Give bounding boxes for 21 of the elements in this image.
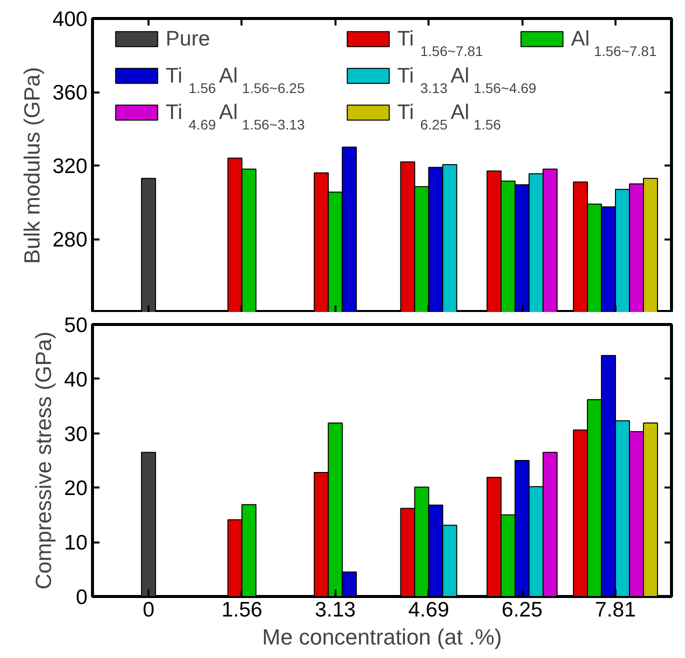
- x-tick-label: 3.13: [314, 598, 356, 622]
- y-tick-label: 10: [64, 532, 88, 555]
- y-axis-title: Compressive stress (GPa): [31, 332, 56, 590]
- legend-label: Pure: [166, 28, 210, 51]
- y-tick-label: 280: [52, 228, 88, 252]
- y-tick-label: 360: [52, 82, 88, 104]
- y-tick-label: 30: [64, 422, 88, 446]
- y-tick-label: 20: [64, 477, 88, 500]
- x-tick-label: 0: [142, 598, 154, 622]
- x-tick-label: 1.56: [221, 598, 262, 622]
- legend-label: Ti1.56~7.81: [397, 28, 484, 60]
- y-axis-title: Bulk modulus (GPa): [19, 67, 44, 264]
- x-tick-label: 7.81: [595, 598, 636, 622]
- legend-label: Al1.56~7.81: [570, 28, 657, 60]
- x-tick-label: 6.25: [502, 598, 543, 622]
- x-axis-title: Me concentration (at .%): [262, 624, 502, 650]
- y-tick-label: 50: [64, 314, 88, 337]
- y-tick-label: 320: [52, 155, 88, 178]
- x-tick-label: 4.69: [408, 598, 450, 622]
- y-tick-label: 400: [52, 8, 88, 31]
- y-tick-label: 40: [64, 368, 88, 392]
